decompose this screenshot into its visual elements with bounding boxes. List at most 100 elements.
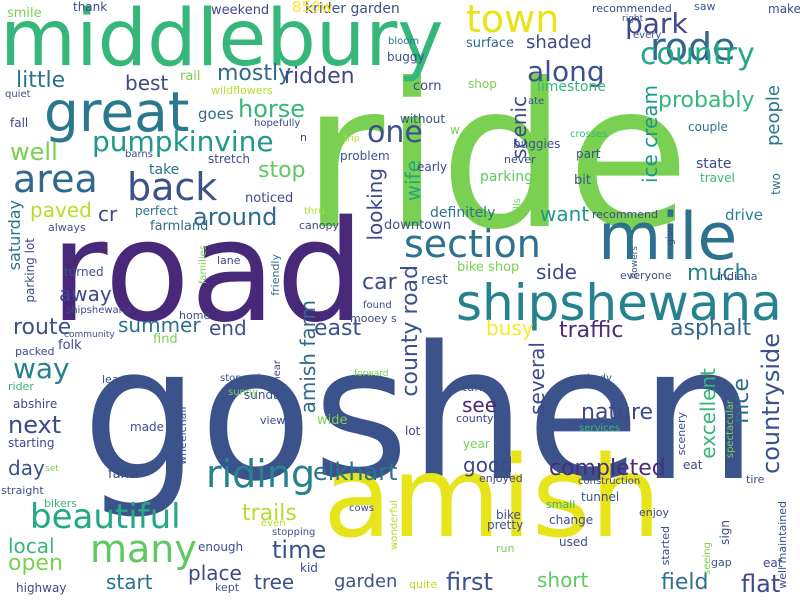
word-summer: summer — [118, 313, 201, 337]
word-completed: completed — [549, 456, 666, 481]
word-leave: leave — [102, 373, 132, 386]
word-scenery: scenery — [675, 412, 688, 456]
word-pumpkinvine: pumpkinvine — [92, 125, 274, 158]
word-along: along — [527, 55, 605, 88]
word-amish: amish — [323, 433, 662, 563]
word-short: short — [537, 568, 589, 592]
word-indiana: indiana — [717, 270, 758, 283]
word-time: time — [272, 536, 327, 564]
word-end: end — [209, 316, 247, 340]
word-change: change — [549, 513, 594, 527]
word-town: town — [466, 0, 560, 41]
word-well-maintained: well maintained — [776, 501, 789, 589]
word-highway: highway — [16, 581, 67, 595]
word-thru: thru — [304, 206, 325, 217]
word-people: people — [763, 85, 784, 147]
word-sunny: sunny — [228, 387, 259, 398]
word-well: well — [10, 138, 58, 166]
word-good: good — [463, 453, 513, 477]
word-great: great — [44, 80, 190, 144]
word-much: much — [687, 261, 749, 286]
word-services: services — [579, 423, 621, 434]
word-best: best — [125, 71, 169, 95]
word-paved: paved — [30, 198, 92, 222]
word-back: back — [127, 165, 218, 209]
word-probably: probably — [658, 88, 755, 113]
word-trails: trails — [242, 501, 297, 526]
word-field: field — [661, 570, 709, 595]
word-surface: surface — [466, 36, 515, 51]
word-side: side — [536, 260, 577, 284]
word-shipshewana: shipshewana — [456, 274, 782, 332]
word-garden: garden — [334, 571, 398, 592]
word-riding: riding — [206, 452, 316, 496]
word-state: state — [696, 156, 732, 172]
word-open: open — [8, 551, 63, 576]
word-farmland: farmland — [150, 219, 209, 234]
word-area: area — [13, 157, 98, 201]
word-way: way — [13, 352, 70, 385]
word-krider-garden: krider garden — [305, 1, 400, 17]
word-friendly: friendly — [269, 254, 282, 296]
word-never: never — [504, 153, 536, 166]
word-starting: starting — [8, 436, 55, 450]
word-kid: kid — [300, 561, 318, 575]
word-gap: gap — [711, 556, 732, 569]
word-quiet: quiet — [5, 89, 31, 100]
word-without: without — [400, 112, 446, 126]
word-mostly: mostly — [217, 61, 292, 86]
word-shaded: shaded — [526, 32, 592, 53]
word-flat: flat — [741, 570, 781, 598]
word-away: away — [59, 282, 112, 306]
word-section: section — [404, 222, 541, 266]
word-every: every — [633, 30, 662, 41]
word-buggy: buggy — [387, 50, 425, 64]
word-home: home — [179, 309, 211, 322]
word-perfect: perfect — [135, 204, 178, 218]
word-park: park — [625, 7, 688, 40]
word-canopy: canopy — [299, 219, 339, 232]
word-place: place — [188, 561, 242, 585]
word-travel: travel — [700, 171, 735, 185]
word-even: even — [261, 518, 286, 529]
word-mooey-s: mooey s — [350, 312, 397, 325]
word-county: county — [456, 412, 494, 425]
word-ride: ride — [302, 41, 690, 274]
word-everyone: everyone — [620, 269, 672, 282]
word-set: set — [45, 464, 59, 474]
word-used: used — [559, 535, 588, 549]
word-countryside: countryside — [757, 333, 785, 474]
word-wheelchair: wheelchair — [176, 405, 189, 465]
word-thank: thank — [73, 0, 108, 14]
word-view: view — [260, 414, 286, 427]
word-downtown: downtown — [384, 218, 451, 233]
word-tree: tree — [254, 570, 295, 594]
word-near: near — [272, 360, 283, 383]
word-trip: trip — [344, 134, 360, 144]
word-run: run — [496, 542, 515, 555]
word-couple: couple — [688, 120, 728, 134]
word-next: next — [8, 411, 62, 439]
word-start: start — [106, 570, 153, 594]
word-rode: rode — [650, 25, 736, 69]
word-started: started — [659, 526, 672, 566]
word-east: east — [314, 316, 362, 341]
word-elkhart: elkhart — [313, 458, 398, 486]
word-early: early — [417, 160, 448, 174]
word-construction: construction — [578, 476, 641, 487]
word-farm: farm — [108, 467, 139, 482]
word-quite: quite — [409, 578, 438, 591]
word-saturday: saturday — [5, 200, 24, 271]
word-one: one — [367, 115, 423, 150]
word-horse: horse — [238, 95, 306, 123]
word-eat: eat — [683, 458, 703, 472]
word-cr: cr — [98, 202, 118, 226]
word-abshire: abshire — [13, 397, 58, 411]
word-straight: straight — [1, 484, 44, 497]
word-bike-shop: bike shop — [457, 260, 520, 275]
word-buggies: buggies — [513, 137, 561, 151]
word-recommended: recommended — [592, 2, 672, 15]
word-year: year — [463, 437, 490, 451]
word-stopping: stopping — [272, 527, 316, 538]
word-beautiful: beautiful — [30, 497, 181, 537]
